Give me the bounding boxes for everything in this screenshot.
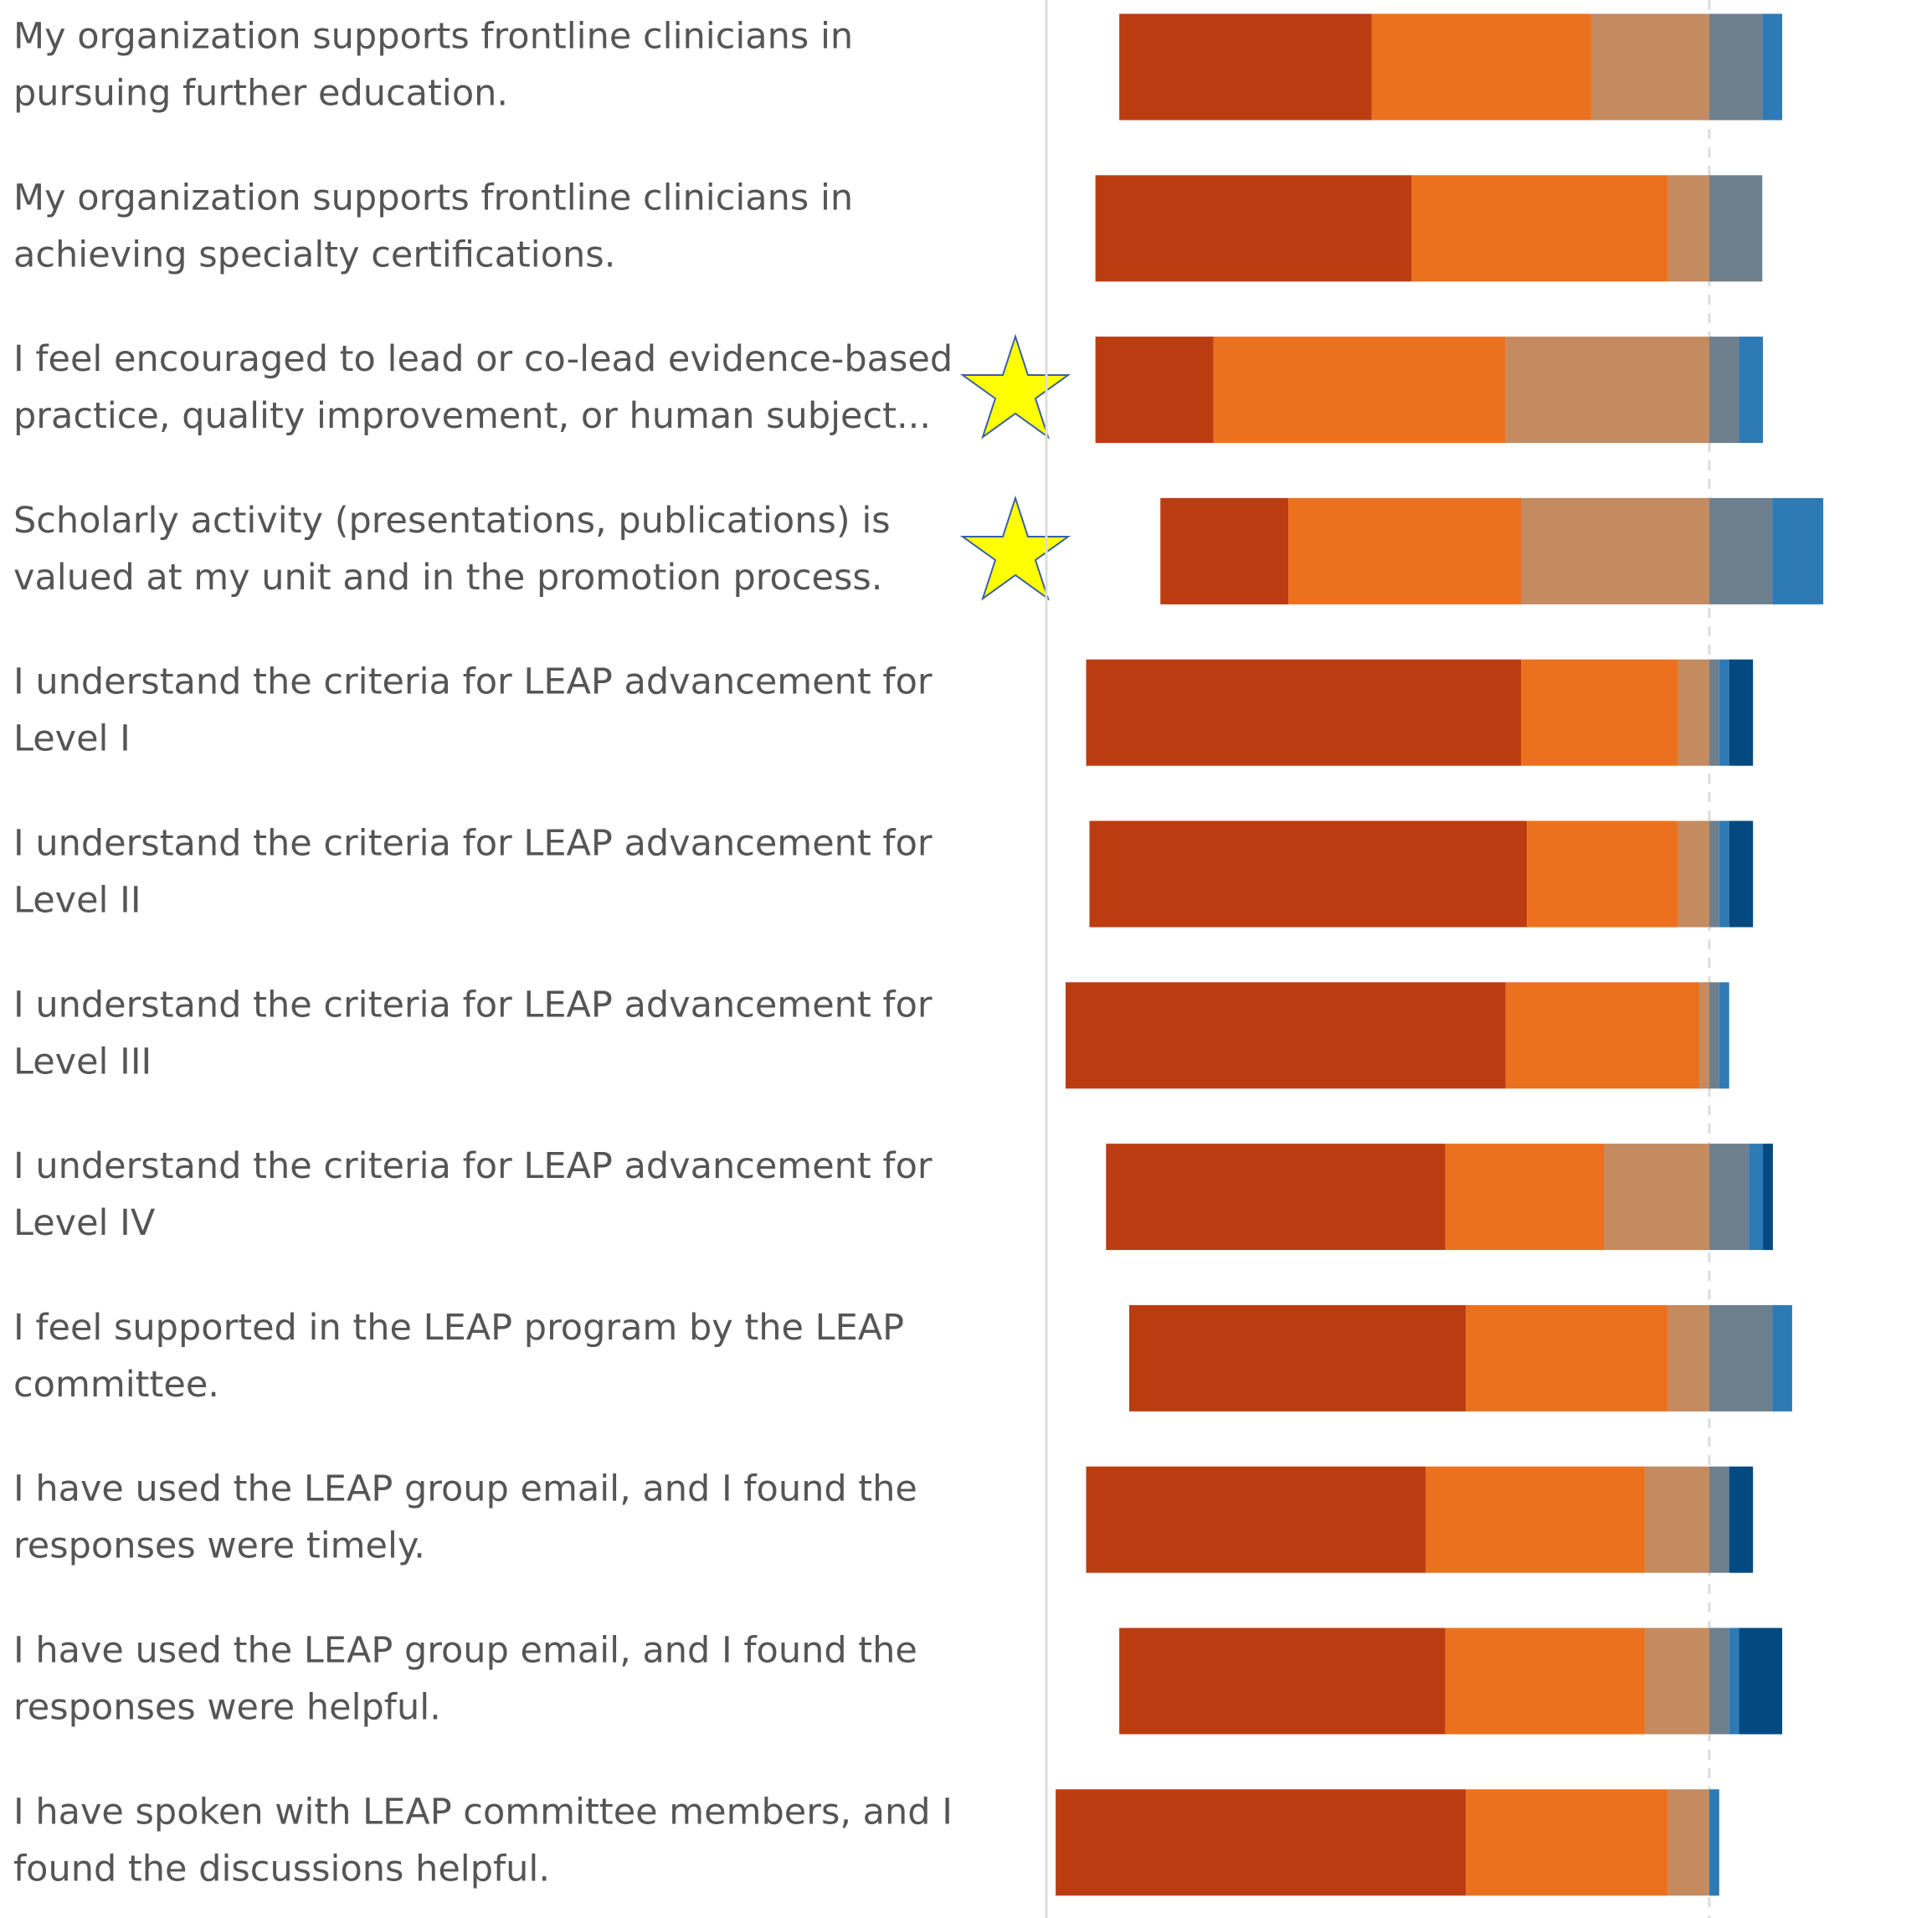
bar-segment — [1445, 1627, 1646, 1735]
bar-segment — [1128, 1304, 1467, 1412]
category-label: responses were timely. — [13, 1525, 425, 1567]
category-label: I understand the criteria for LEAP advan… — [13, 823, 933, 865]
category-label: practice, quality improvement, or human … — [13, 395, 931, 437]
bar-segment — [1065, 982, 1506, 1089]
bar-segment — [1505, 982, 1700, 1089]
bar-segment — [1667, 1789, 1709, 1896]
category-label: Level II — [13, 880, 141, 922]
category-label: I understand the criteria for LEAP advan… — [13, 1145, 933, 1187]
bar-segment — [1708, 1304, 1773, 1412]
category-label: I understand the criteria for LEAP advan… — [13, 661, 933, 703]
bar-segment — [1699, 982, 1709, 1089]
bar-segment — [1762, 13, 1783, 121]
category-label: pursuing further education. — [13, 73, 508, 115]
bar-segment — [1086, 1466, 1426, 1573]
bar-segment — [1772, 497, 1824, 604]
bar-segment — [1708, 337, 1739, 444]
bar-segment — [1590, 13, 1709, 121]
category-label: I have used the LEAP group email, and I … — [13, 1630, 917, 1672]
bar-segment — [1213, 337, 1506, 444]
bar-segment — [1288, 497, 1522, 604]
category-label: responses were helpful. — [13, 1687, 441, 1729]
bar-segment — [1729, 659, 1754, 766]
bar-segment — [1505, 337, 1709, 444]
category-label: Level IV — [13, 1202, 156, 1244]
bar-segment — [1371, 13, 1591, 121]
star-icon — [959, 495, 1071, 601]
bar-segment — [1729, 1627, 1739, 1735]
bar-segment — [1119, 13, 1372, 121]
bar-segment — [1521, 659, 1678, 766]
bar-segment — [1645, 1627, 1709, 1735]
bar-segment — [1678, 659, 1709, 766]
bar-segment — [1719, 659, 1729, 766]
category-label: found the discussions helpful. — [13, 1848, 550, 1890]
bar-segment — [1667, 175, 1709, 282]
category-label: Scholarly activity (presentations, publi… — [13, 500, 891, 542]
bar-segment — [1729, 820, 1754, 928]
bar-segment — [1708, 1627, 1729, 1735]
bar-segment — [1708, 1466, 1729, 1573]
bar-segment — [1095, 175, 1412, 282]
bar-segment — [1106, 1144, 1446, 1251]
bar-segment — [1095, 337, 1214, 444]
bar-segment — [1160, 497, 1289, 604]
bar-segment — [1708, 982, 1719, 1089]
bar-segment — [1678, 820, 1709, 928]
bar-segment — [1645, 1466, 1709, 1573]
bar-segment — [1749, 1144, 1764, 1251]
category-label: valued at my unit and in the promotion p… — [13, 557, 882, 599]
bar-segment — [1604, 1144, 1709, 1251]
bar-segment — [1466, 1789, 1668, 1896]
bar-segment — [1466, 1304, 1668, 1412]
star — [959, 333, 1071, 601]
bar-segment — [1527, 820, 1678, 928]
bar-segment — [1719, 982, 1729, 1089]
bar-segment — [1425, 1466, 1646, 1573]
bar-segment — [1708, 1789, 1719, 1896]
bar-segment — [1089, 820, 1528, 928]
bar-segment — [1411, 175, 1668, 282]
bar-segment — [1708, 820, 1719, 928]
bar-segment — [1056, 1789, 1467, 1896]
star-icon — [959, 333, 1071, 440]
bar-segment — [1521, 497, 1709, 604]
category-label: I feel encouraged to lead or co-lead evi… — [13, 338, 953, 380]
bar-segment — [1708, 497, 1773, 604]
bar-segment — [1708, 659, 1719, 766]
category-label: I have used the LEAP group email, and I … — [13, 1468, 917, 1510]
bar-segment — [1708, 175, 1763, 282]
category-label: I understand the criteria for LEAP advan… — [13, 984, 933, 1026]
category-label: Level III — [13, 1041, 152, 1082]
category-label: My organization supports frontline clini… — [13, 177, 853, 219]
bar-segment — [1719, 820, 1729, 928]
bar-segment — [1729, 1466, 1754, 1573]
category-label: achieving specialty certifications. — [13, 234, 615, 275]
category-label: Level I — [13, 718, 131, 760]
bar-segment — [1708, 1144, 1750, 1251]
bar-segment — [1763, 1144, 1773, 1251]
category-label: I feel supported in the LEAP program by … — [13, 1307, 904, 1349]
bar-segment — [1445, 1144, 1605, 1251]
bar-segment — [1119, 1627, 1446, 1735]
bar-segment — [1708, 13, 1763, 121]
bar-segment — [1086, 659, 1522, 766]
category-label: committee. — [13, 1364, 219, 1406]
category-label: My organization supports frontline clini… — [13, 16, 853, 58]
bar-segment — [1772, 1304, 1792, 1412]
category-label: I have spoken with LEAP committee member… — [13, 1791, 953, 1833]
bar-segment — [1667, 1304, 1709, 1412]
bar-segment — [1739, 337, 1764, 444]
bar-segment — [1739, 1627, 1783, 1735]
